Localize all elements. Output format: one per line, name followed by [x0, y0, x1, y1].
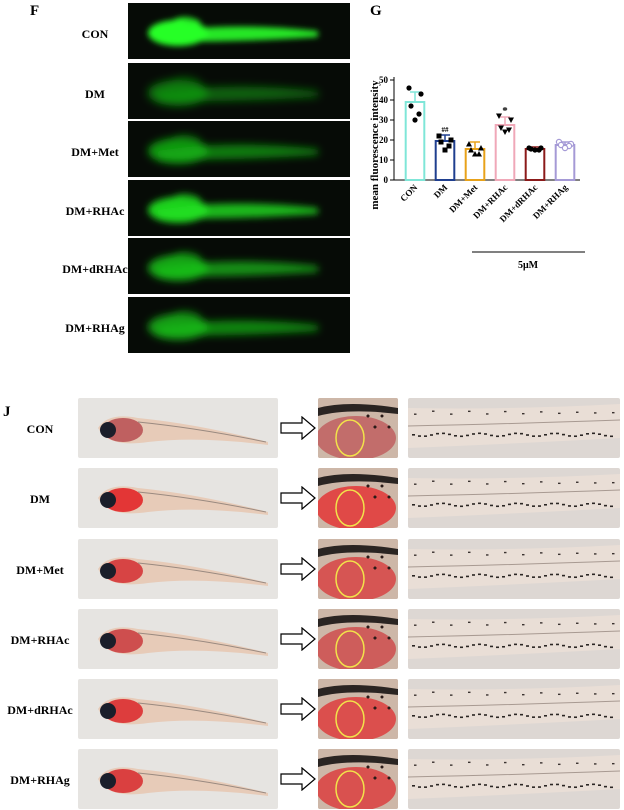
fluorescence-bar-chart: mean fluorescence intensity 01020304050 … [369, 75, 585, 271]
liver-highlight-ring [335, 489, 365, 527]
data-point [472, 151, 478, 157]
data-point [536, 147, 542, 153]
panel-g-label: G [370, 3, 382, 19]
trunk-zoom-image [408, 679, 620, 739]
liver-zoom-image [318, 539, 398, 599]
liver-highlight-ring [335, 700, 365, 738]
liver-zoom-image [318, 679, 398, 739]
liver-highlight-ring [335, 770, 365, 808]
panel-f-row-label: CON [81, 27, 109, 41]
fluorescence-image [128, 297, 350, 353]
panel-f-label: F [30, 3, 40, 19]
concentration-label: 5μM [518, 260, 539, 271]
trunk-zoom-image [408, 468, 620, 528]
x-tick-label: CON [398, 182, 420, 204]
data-point [442, 147, 448, 153]
data-point [478, 145, 484, 151]
arrow-icon [280, 627, 316, 651]
liver-highlight-ring [335, 630, 365, 668]
fluorescence-image [128, 180, 350, 236]
data-point [418, 91, 424, 97]
arrow-icon [280, 557, 316, 581]
whole-larva-image [78, 398, 278, 458]
liver-zoom-image [318, 609, 398, 669]
data-point [436, 133, 442, 139]
whole-larva-image [78, 749, 278, 809]
whole-larva-image [78, 468, 278, 528]
panel-f-row-label: DM+dRHAc [62, 262, 128, 276]
panel-j-row-label: DM+RHAg [10, 773, 70, 787]
bar [524, 148, 546, 181]
x-tick-label: DM [432, 182, 450, 200]
data-point [528, 146, 534, 152]
data-point [416, 111, 422, 117]
whole-larva-image [78, 679, 278, 739]
trunk-zoom-image [408, 539, 620, 599]
trunk-zoom-image [408, 398, 620, 458]
data-point [498, 125, 504, 131]
y-tick-label: 40 [379, 95, 389, 105]
trunk-zoom-image [408, 749, 620, 809]
arrow-icon [280, 767, 316, 791]
fluorescence-image [128, 238, 350, 294]
liver-highlight-ring [335, 560, 365, 598]
fluorescence-image [128, 63, 350, 119]
liver-zoom-image [318, 749, 398, 809]
panel-f-row-label: DM [85, 87, 105, 101]
panel-j-label: J [3, 404, 11, 420]
whole-larva-image [78, 539, 278, 599]
y-tick-label: 30 [379, 115, 389, 125]
data-point [406, 85, 412, 91]
data-point [496, 113, 502, 119]
data-point [508, 117, 514, 123]
data-point [446, 143, 452, 149]
data-point [502, 129, 508, 135]
y-tick-label: 10 [379, 155, 389, 165]
panel-f-row-label: DM+RHAg [65, 321, 125, 335]
liver-zoom-image [318, 398, 398, 458]
significance-mark: ## [442, 126, 450, 134]
data-point [438, 139, 444, 145]
fluorescence-image [128, 3, 350, 59]
trunk-zoom-image [408, 609, 620, 669]
panel-f-row-label: DM+RHAc [65, 204, 125, 218]
data-point [532, 147, 538, 153]
data-point [466, 141, 472, 147]
panel-j-row-label: DM+RHAc [10, 633, 70, 647]
arrow-icon [280, 416, 316, 440]
data-point [412, 117, 418, 123]
panel-f-row-label: DM+Met [71, 145, 119, 159]
y-tick-label: 50 [379, 75, 389, 85]
whole-larva-image [78, 609, 278, 669]
data-point [506, 127, 512, 133]
liver-zoom-image [318, 468, 398, 528]
y-axis-label: mean fluorescence intensity [369, 80, 381, 210]
y-tick-label: 20 [379, 135, 389, 145]
liver-highlight-ring [335, 419, 365, 457]
significance-mark: * [502, 105, 508, 117]
data-point [448, 137, 454, 143]
data-point [561, 144, 569, 152]
panel-j-row-label: DM+Met [16, 563, 64, 577]
bar [434, 140, 456, 181]
panel-j-row-label: CON [26, 422, 54, 436]
data-point [468, 147, 474, 153]
data-point [408, 103, 414, 109]
fluorescence-image [128, 121, 350, 177]
y-tick-label: 0 [384, 175, 389, 185]
data-point [476, 151, 482, 157]
arrow-icon [280, 697, 316, 721]
panel-j-row-label: DM [30, 492, 50, 506]
arrow-icon [280, 486, 316, 510]
panel-j-row-label: DM+dRHAc [7, 703, 73, 717]
